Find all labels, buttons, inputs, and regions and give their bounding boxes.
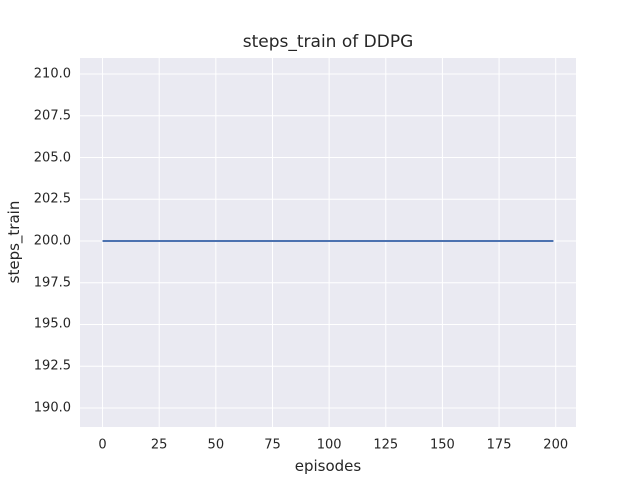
x-axis-label: episodes xyxy=(294,457,362,475)
x-tick-label: 175 xyxy=(486,437,512,453)
chart-title: steps_train of DDPG xyxy=(242,32,414,52)
y-tick-label: 202.5 xyxy=(33,191,71,207)
x-tick-label: 125 xyxy=(373,437,399,453)
y-axis-label: steps_train xyxy=(5,200,23,284)
x-tick-label: 50 xyxy=(207,437,225,453)
plot-area xyxy=(80,58,576,427)
x-tick-label: 150 xyxy=(430,437,455,453)
axes-background xyxy=(80,58,576,427)
y-tick-label: 192.5 xyxy=(33,358,71,374)
x-tick-label: 25 xyxy=(150,437,168,453)
x-tick-label: 0 xyxy=(98,437,107,453)
y-tick-label: 207.5 xyxy=(33,108,71,124)
x-tick-label: 200 xyxy=(543,437,569,453)
y-tick-label: 190.0 xyxy=(33,400,71,416)
x-tick-label: 100 xyxy=(316,437,342,453)
plot-canvas xyxy=(80,58,576,427)
y-tick-label: 200.0 xyxy=(33,233,71,249)
y-tick-label: 210.0 xyxy=(33,66,71,82)
y-tick-label: 205.0 xyxy=(33,150,71,165)
y-tick-label: 197.5 xyxy=(33,275,71,291)
x-tick-label: 75 xyxy=(264,437,281,453)
y-tick-label: 195.0 xyxy=(33,316,71,332)
